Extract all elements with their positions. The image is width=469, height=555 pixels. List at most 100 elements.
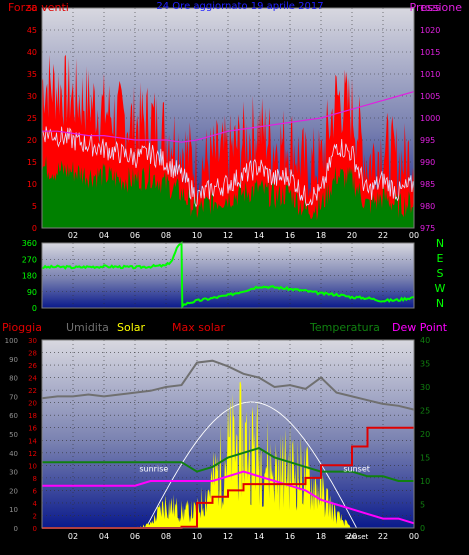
rain-tick-label: 14 [28,437,37,445]
wind-tick-label: 35 [27,70,37,79]
humidity-tick-label: 100 [5,337,18,345]
pressure-tick-label: 1005 [420,92,440,101]
rain-tick-label: 8 [33,475,37,483]
pressure-line [42,91,415,143]
pressure-tick-label: 990 [420,158,435,167]
x-tick-label-bottom: 10 [192,532,202,541]
wind-tick-label: 20 [27,136,37,145]
pressure-tick-label: 975 [420,224,435,233]
compass-letter: E [437,252,444,265]
temperature-tick-label: 35 [420,360,430,369]
x-tick-label-bottom: 12 [223,532,233,541]
sunset-axis-label: sunset [345,533,368,541]
temperature-tick-label: 10 [420,477,430,486]
rain-tick-label: 10 [28,462,37,470]
rain-tick-label: 4 [33,500,38,508]
dew-point-line [42,470,415,525]
temperature-tick-label: 40 [420,336,430,345]
direction-tick-label: 270 [22,255,37,264]
humidity-tick-label: 80 [9,375,18,383]
pressure-tick-label: 985 [420,180,435,189]
direction-tick-label: 180 [22,272,37,281]
x-tick-label-bottom: 18 [316,532,326,541]
x-tick-label-bottom: 20 [347,532,357,541]
x-tick-label-bottom: 02 [68,532,78,541]
temperature-tick-label: 15 [420,454,430,463]
rain-tick-label: 18 [28,412,37,420]
pressure-tick-label: 995 [420,136,435,145]
direction-line [41,241,414,309]
temperature-tick-label: 30 [420,383,430,392]
rain-tick-label: 24 [28,375,37,383]
wind-avg-line [41,126,415,208]
humidity-tick-label: 0 [14,525,18,533]
wind-base-area [42,155,414,228]
x-tick-label-bottom: 04 [99,532,109,541]
wind-label: Forza venti [8,1,69,14]
chart-title: 24 Ore aggiornato 19 aprile 2017 [156,1,323,12]
wind-tick-label: 45 [27,26,37,35]
x-tick-label-bottom: 08 [161,532,171,541]
humidity-line [41,359,415,411]
humidity-tick-label: 40 [9,450,18,458]
bottom-panel-legend: Pioggia Umidita Solar Max solar Temperat… [2,321,448,334]
legend-temperature: Temperatura [309,321,380,334]
x-tick-label-top: 12 [223,231,233,240]
wind-tick-label: 50 [27,4,37,13]
temperature-tick-label: 25 [420,407,430,416]
direction-tick-label: 360 [22,239,37,248]
x-tick-label-bottom: 00 [409,532,419,541]
legend-solar: Solar [117,321,146,334]
wind-tick-label: 25 [27,114,37,123]
direction-panel-border [41,242,415,309]
rain-tick-label: 30 [28,337,37,345]
compass-letter: N [436,237,444,250]
x-tick-label-bottom: 06 [130,532,140,541]
rain-tick-label: 6 [33,487,38,495]
x-tick-label-top: 18 [316,231,326,240]
rain-tick-label: 2 [33,512,37,520]
x-tick-label-top: 08 [161,231,171,240]
compass-letter: S [437,267,444,280]
x-tick-label-top: 04 [99,231,109,240]
solar-area [42,381,414,528]
wind-panel-border [41,7,415,229]
rain-tick-label: 22 [28,387,37,395]
compass-letter: W [435,282,446,295]
pressure-tick-label: 1025 [420,4,440,13]
wind-tick-label: 40 [27,48,37,57]
wind-tick-label: 15 [27,158,37,167]
humidity-tick-label: 70 [9,393,18,401]
pressure-tick-label: 1000 [420,114,440,123]
x-tick-label-top: 06 [130,231,140,240]
rain-tick-label: 20 [28,400,37,408]
wind-tick-label: 30 [27,92,37,101]
pressure-tick-label: 980 [420,202,435,211]
pressure-tick-label: 1015 [420,48,440,57]
x-tick-label-bottom: 22 [378,532,388,541]
direction-tick-label: 0 [32,304,37,313]
humidity-tick-label: 30 [9,469,18,477]
humidity-tick-label: 90 [9,356,18,364]
pressure-label: Pressione [410,1,463,14]
x-tick-label-top: 02 [68,231,78,240]
humidity-tick-label: 10 [9,506,18,514]
legend-humidity: Umidita [66,321,109,334]
rain-tick-label: 28 [28,350,37,358]
rain-panel-border [41,339,415,529]
rain-tick-label: 16 [28,425,37,433]
sunrise-label: sunrise [139,465,168,474]
axis-tick-labels: 0510152025303540455097598098599099510001… [5,4,446,541]
rain-tick-label: 12 [28,450,37,458]
compass-letter: N [436,297,444,310]
wind-tick-label: 10 [27,180,37,189]
temperature-tick-label: 20 [420,430,430,439]
wind-tick-label: 5 [32,202,37,211]
x-tick-label-top: 16 [285,231,295,240]
x-tick-label-top: 22 [378,231,388,240]
pressure-tick-label: 1010 [420,70,440,79]
temperature-tick-label: 5 [420,501,425,510]
direction-tick-label: 90 [27,288,37,297]
x-tick-label-top: 14 [254,231,264,240]
